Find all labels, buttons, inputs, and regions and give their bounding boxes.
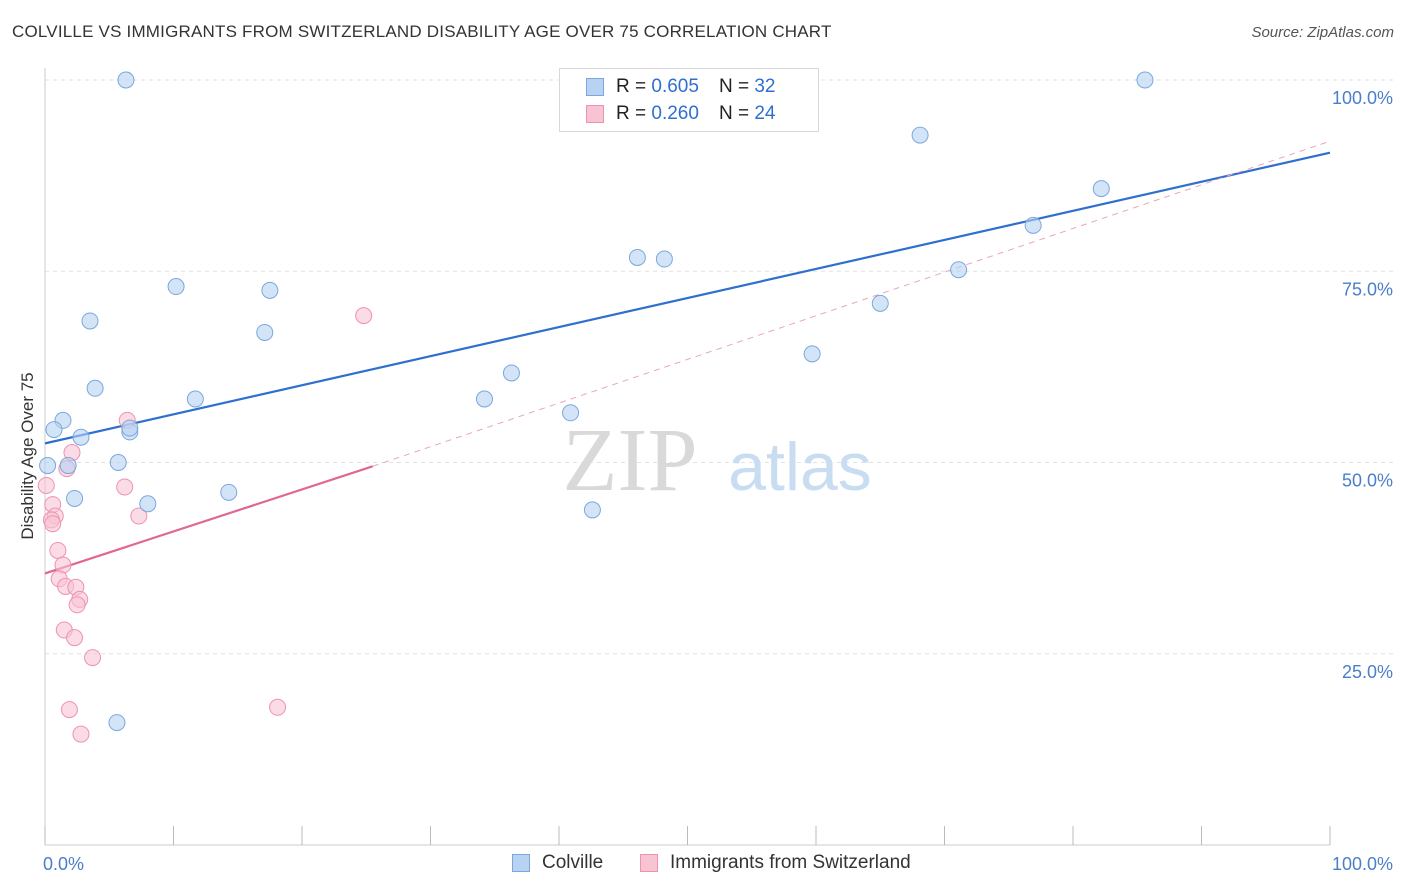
y-tick-label: 50.0% [1342,471,1393,491]
switzerland-point [37,476,55,494]
colville-point [59,457,77,475]
legend-r-value: 0.260 [651,103,699,124]
colville-point [139,495,157,513]
switzerland-point [116,478,134,496]
legend-n-label: N = [718,103,750,124]
watermark-atlas: atlas [728,429,872,505]
colville-point [803,345,821,363]
colville-point [1092,180,1110,198]
y-tick-label: 75.0% [1342,279,1393,299]
colville-point [655,250,673,268]
legend-r-label: R = [616,103,647,124]
colville-point [562,404,580,422]
colville-point [72,428,90,446]
switzerland-point [72,725,90,743]
colville-point [186,390,204,408]
colville-point [950,261,968,279]
trend-lines [44,140,1331,575]
data-points [37,71,1154,743]
colville-point [502,364,520,382]
colville-trend-line [44,151,1331,445]
colville-swatch [586,78,604,96]
colville-swatch [512,854,530,872]
chart-title: COLVILLE VS IMMIGRANTS FROM SWITZERLAND … [12,22,832,41]
switzerland-point [60,701,78,719]
legend-n-label: N = [718,76,750,97]
colville-point [256,323,274,341]
x-tick-label: 100.0% [1332,854,1393,874]
y-axis-title: Disability Age Over 75 [18,372,37,539]
legend-label-colville: Colville [542,852,604,873]
legend-label-switzerland: Immigrants from Switzerland [670,852,911,873]
switzerland-point [44,515,62,533]
colville-point [628,248,646,266]
tick-labels: 25.0% 50.0% 75.0% 100.0% 0.0% 100.0% Disabilit… [18,88,1393,874]
colville-point [121,419,139,437]
source-label: Source: ZipAtlas.com [1251,24,1394,41]
colville-point [66,489,84,507]
grid-lines [45,79,1393,655]
colville-point [167,278,185,296]
colville-point [117,71,135,89]
colville-point [911,126,929,144]
legend-r-value: 0.605 [651,76,699,97]
legend-n-value: 24 [754,103,776,124]
correlation-legend: R = 0.605 N = 32 R = 0.260 N = 24 [559,68,819,132]
colville-point [220,483,238,501]
switzerland-point [68,596,86,614]
switzerland-point [49,541,67,559]
switzerland-swatch [586,105,604,123]
switzerland-swatch [640,854,658,872]
colville-point [39,457,57,475]
y-tick-label: 100.0% [1332,88,1393,108]
legend-n-value: 32 [754,76,776,97]
axes [44,68,1331,846]
colville-point [261,281,279,299]
colville-point [583,501,601,519]
colville-point [109,454,127,471]
legend-row-colville: R = 0.605 N = 32 [586,75,775,99]
x-tick-label: 0.0% [43,854,84,874]
switzerland-point [355,307,373,325]
switzerland-point [66,629,84,647]
watermark-zip: ZIP [563,411,698,510]
switzerland-point [130,507,148,525]
colville-point [45,421,63,439]
switzerland-trend-line [44,465,374,575]
switzerland-point [84,649,102,667]
y-tick-label: 25.0% [1342,662,1393,682]
colville-point [108,714,126,732]
colville-point [86,379,104,397]
colville-point [1024,216,1042,234]
legend-r-label: R = [616,76,647,97]
series-legend: Colville Immigrants from Switzerland [0,852,1406,878]
legend-row-switzerland: R = 0.260 N = 24 [586,102,775,126]
switzerland-point [269,698,287,716]
colville-point [1136,71,1154,89]
watermark: ZIP atlas [563,411,872,510]
legend-item-switzerland: Immigrants from Switzerland [640,852,911,874]
legend-item-colville: Colville [512,852,603,874]
colville-point [475,390,493,408]
colville-point [871,294,889,312]
switzerland-trend-extension [372,140,1331,467]
colville-point [81,312,99,330]
